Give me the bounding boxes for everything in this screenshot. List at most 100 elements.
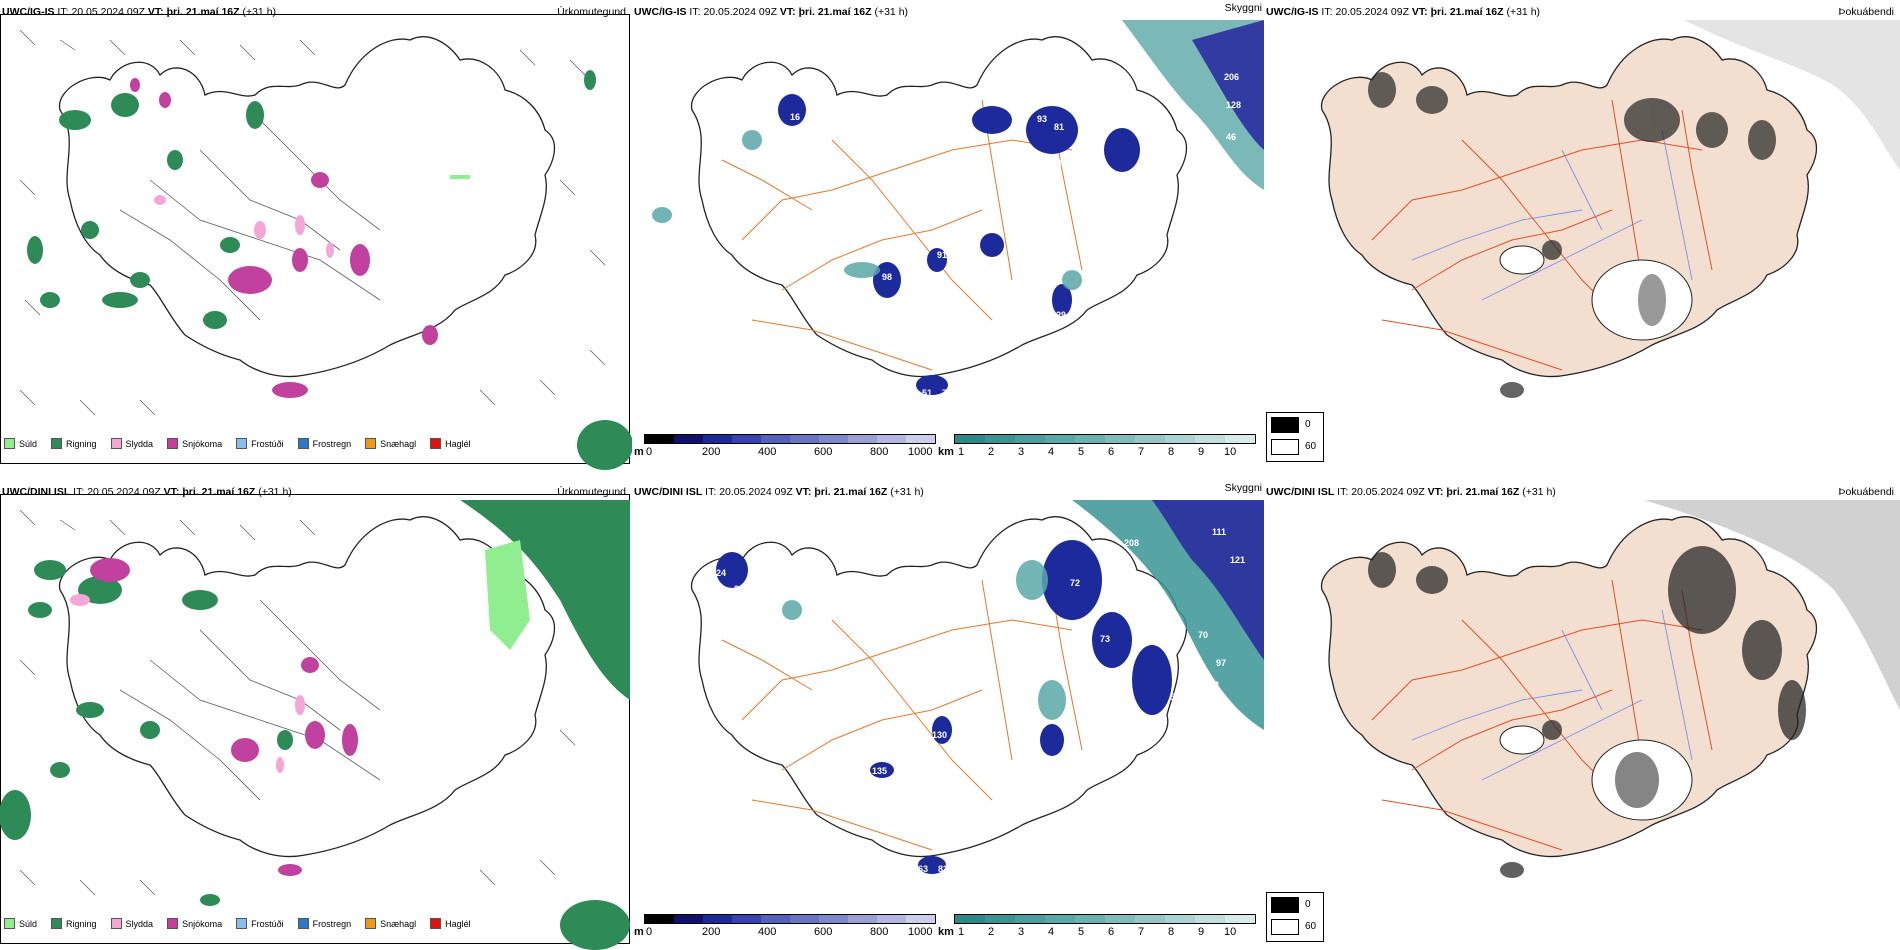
visibility-scale-km: km 1 2 3 4 5 6 7 8 9 10 [938, 434, 1258, 462]
scale-bar-km [954, 914, 1256, 924]
panel-title: Úrkomutegund [557, 6, 626, 18]
unit-m: m [634, 926, 644, 938]
legend-item: Haglél [430, 438, 471, 449]
precip-panel: UWC/DINI ISL IT: 20.05.2024 09Z VT: þri.… [0, 480, 632, 950]
tick: 200 [702, 446, 721, 458]
vis-label: 106 [1044, 642, 1059, 652]
tick: 400 [758, 446, 777, 458]
fog-low: 60 [1305, 441, 1317, 452]
panel-title: Úrkomutegund [557, 486, 626, 498]
vis-label: 88 [1054, 158, 1064, 168]
legend-item: Súld [4, 438, 37, 449]
vis-label: 50 [1170, 692, 1180, 702]
tick: 7 [1138, 926, 1145, 938]
legend-item: Rigning [51, 918, 97, 929]
tick: 0 [646, 446, 653, 458]
fog-panel: Þokuábendi UWC/IG-IS IT: 20.05.2024 09Z … [1264, 0, 1900, 470]
panel-title: Skyggni [1224, 482, 1262, 494]
legend-item: Snjókoma [167, 438, 222, 449]
panel-header: UWC/DINI ISL IT: 20.05.2024 09Z VT: þri.… [2, 486, 292, 498]
vis-label: 72 [1070, 578, 1080, 588]
vis-label: 208 [1124, 538, 1139, 548]
vis-label: 14 [1118, 119, 1128, 129]
vis-label: 206 [1224, 72, 1239, 82]
legend-item: Rigning [51, 438, 97, 449]
unit-km: km [938, 446, 954, 458]
tick: 6 [1108, 926, 1115, 938]
panel-title: Þokuábendi [1838, 6, 1894, 18]
panel-title: Þokuábendi [1838, 486, 1894, 498]
precip-legend: Súld Rigning Slydda Snjókoma Frostúði Fr… [4, 438, 471, 449]
visibility-scale-m: m 0 200 400 600 800 1000 [634, 914, 936, 942]
scale-bar-m [644, 914, 936, 924]
tick: 800 [870, 926, 889, 938]
vis-label: 65 [1122, 578, 1132, 588]
fog-low-swatch [1271, 439, 1299, 455]
vis-label: 99 [1089, 120, 1099, 130]
scale-bar-km [954, 434, 1256, 444]
visibility-panel: 206 128 46 93 81 99 14 88 12 16 60 20 91… [632, 0, 1264, 470]
precip-panel: UWC/IG-IS IT: 20.05.2024 09Z VT: þri. 21… [0, 0, 632, 470]
unit-m: m [634, 446, 644, 458]
vis-label: 24 [734, 584, 744, 594]
vis-label: 12 [1094, 156, 1104, 166]
vis-label: 32 [1132, 712, 1142, 722]
fog-high: 0 [1305, 419, 1311, 430]
precip-map [19, 29, 632, 470]
fog-scale: 0 60 [1266, 412, 1324, 462]
tick: 0 [646, 926, 653, 938]
tick: 1 [958, 446, 965, 458]
row-bottom: UWC/DINI ISL IT: 20.05.2024 09Z VT: þri.… [0, 480, 1900, 950]
panel-header: UWC/DINI ISL IT: 20.05.2024 09Z VT: þri.… [1266, 486, 1556, 498]
vis-label: 128 [1226, 100, 1241, 110]
legend-item: Snjókoma [167, 918, 222, 929]
vis-label: 51 [922, 388, 932, 398]
legend-item: Snæhagl [365, 918, 416, 929]
vis-label: 111 [1212, 527, 1226, 537]
legend-item: Slydda [110, 918, 153, 929]
unit-km: km [938, 926, 954, 938]
visibility-map: 206 128 46 93 81 99 14 88 12 16 60 20 91… [652, 20, 1264, 398]
tick: 2 [988, 446, 995, 458]
tick: 7 [1138, 446, 1145, 458]
vis-label: 97 [1216, 658, 1226, 668]
visibility-panel: 111 121 208 72 65 69 73 11 97 103 70 50 … [632, 480, 1264, 950]
vis-label: 69 [1090, 612, 1100, 622]
precip-map [0, 500, 630, 950]
legend-item: Haglél [430, 918, 471, 929]
fog-panel: Þokuábendi UWC/DINI ISL IT: 20.05.2024 0… [1264, 480, 1900, 950]
panel-header: UWC/IG-IS IT: 20.05.2024 09Z VT: þri. 21… [634, 6, 909, 18]
fog-high-swatch [1271, 897, 1299, 913]
vis-label: 20 [1004, 148, 1014, 158]
vis-label: 60 [1002, 132, 1012, 142]
tick: 9 [1198, 446, 1205, 458]
vis-label: 70 [1198, 630, 1208, 640]
legend-item: Snæhagl [365, 438, 416, 449]
legend-item: Slydda [110, 438, 153, 449]
tick: 800 [870, 446, 889, 458]
precip-legend: Súld Rigning Slydda Snjókoma Frostúði Fr… [4, 918, 471, 929]
tick: 400 [758, 926, 777, 938]
panel-header: UWC/IG-IS IT: 20.05.2024 09Z VT: þri. 21… [2, 6, 277, 18]
legend-item: Súld [4, 918, 37, 929]
precip-frame [0, 494, 630, 944]
vis-label: 81 [1054, 122, 1064, 132]
fog-map [1320, 500, 1900, 878]
vis-label: 91 [937, 250, 947, 260]
tick: 1 [958, 926, 965, 938]
tick: 10 [1224, 926, 1237, 938]
vis-label: 73 [1100, 634, 1110, 644]
fog-scale: 0 60 [1266, 892, 1324, 942]
panel-title: Skyggni [1224, 2, 1262, 14]
fog-high: 0 [1305, 899, 1311, 910]
tick: 5 [1078, 446, 1085, 458]
fog-map [1320, 20, 1900, 398]
tick: 3 [1018, 446, 1025, 458]
vis-label: 93 [1037, 114, 1047, 124]
vis-label: 24 [716, 568, 726, 578]
visibility-scale-m: m 0 200 400 600 800 1000 [634, 434, 936, 462]
tick: 600 [814, 446, 833, 458]
vis-label: 135 [872, 766, 887, 776]
scale-bar-m [644, 434, 936, 444]
tick: 200 [702, 926, 721, 938]
